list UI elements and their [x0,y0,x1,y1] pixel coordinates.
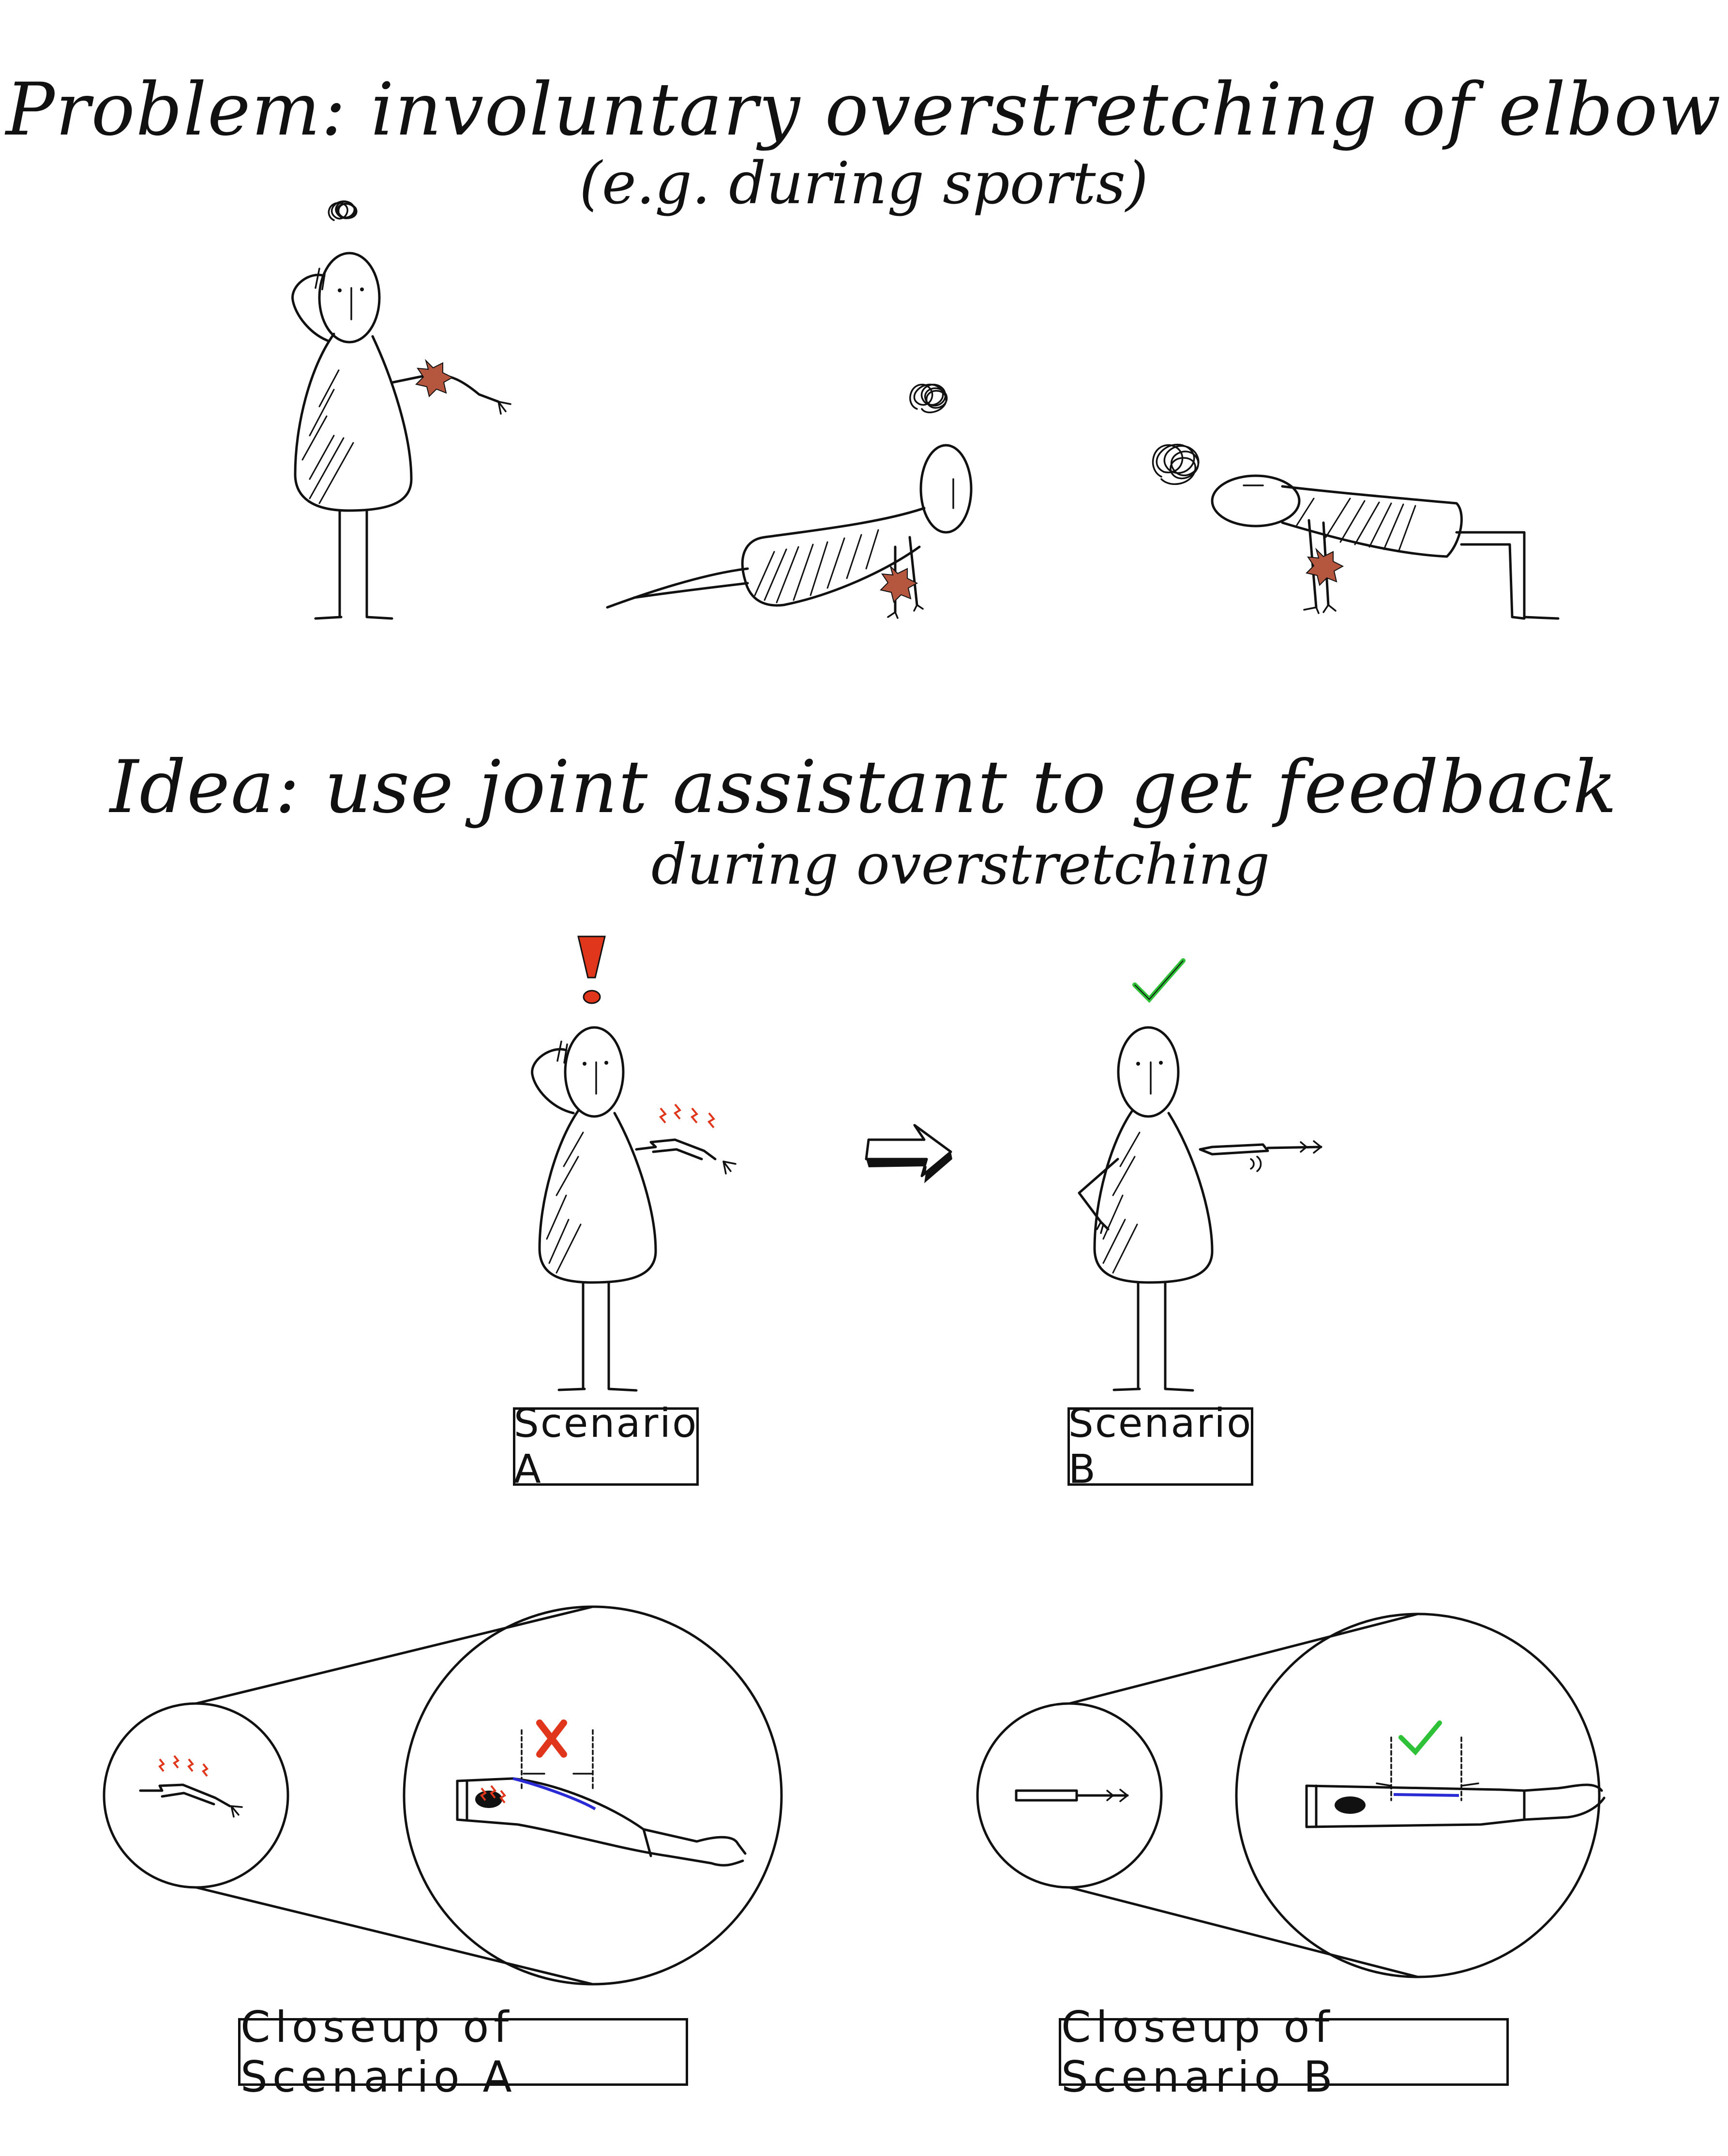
closeup-a-label: Closeup of Scenario A [238,2002,688,2102]
problem-subtitle: (e.g. during sports) [579,150,1148,217]
scenario-b-label: Scenario B [1067,1401,1253,1493]
closeup-a-magnifier [103,1605,783,1986]
figure-standing-pain [291,200,511,620]
scribble-icon [909,383,948,413]
checkmark-icon [1398,1720,1442,1756]
exclamation-icon [577,935,606,1004]
cross-icon [536,1719,567,1758]
checkmark-icon [1132,958,1186,1003]
scribble-icon [328,200,358,221]
idea-subtitle: during overstretching [651,832,1270,897]
closeup-b-magnifier [976,1613,1606,1978]
closeup-b-label: Closeup of Scenario B [1059,2002,1509,2102]
pain-burst-icon [1306,547,1344,586]
right-arrow-icon [865,1124,952,1183]
alert-zap-icons [659,1103,716,1129]
figure-leaning-pain [606,383,973,619]
pain-burst-icon [880,564,918,603]
problem-title: Problem: involuntary overstretching of e… [5,68,1722,152]
scribble-icon [1152,443,1200,485]
figure-plank-pain [1152,443,1560,620]
pain-burst-icon [415,359,454,397]
scenario-b-figure [1078,958,1322,1392]
idea-title: Idea: use joint assistant to get feedbac… [109,745,1618,829]
scenario-a-label: Scenario A [513,1401,699,1493]
scenario-a-figure [531,935,736,1392]
